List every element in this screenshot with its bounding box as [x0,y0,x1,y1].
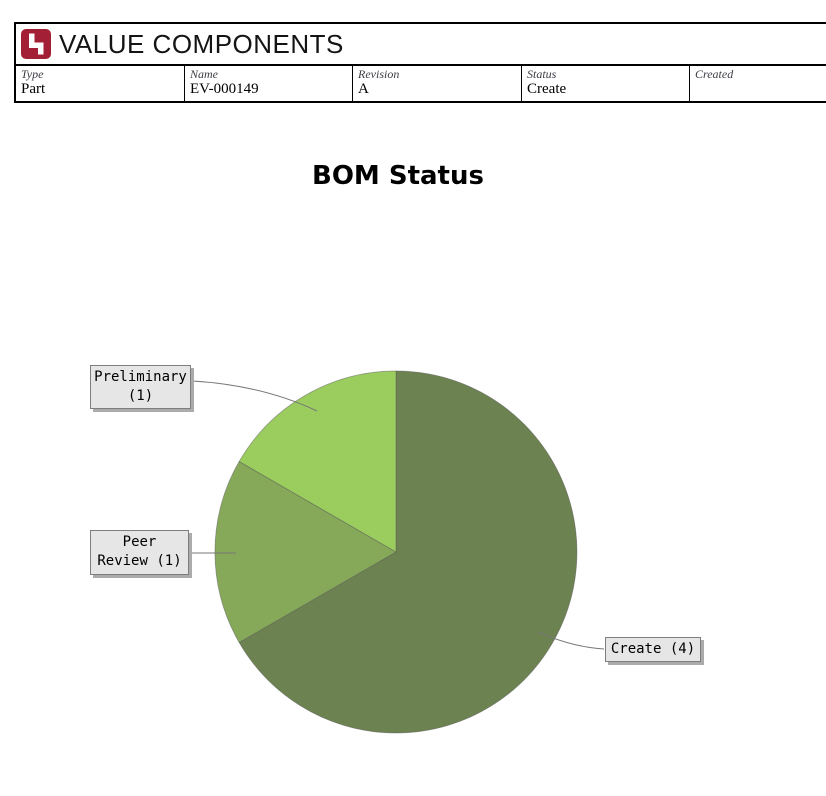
field-revision-label: Revision [358,67,400,81]
field-created-label: Created [695,67,734,81]
brand-logo-icon [21,29,51,59]
field-status: Status Create [522,66,690,101]
leader-lines-group [189,380,605,650]
field-status-value: Create [527,81,567,97]
leader-line-create [537,631,605,650]
field-revision: Revision A [353,66,522,101]
field-name-value: EV-000149 [190,81,259,97]
pie-slice-create[interactable] [238,370,578,734]
pie-label-preliminary: Preliminary (1) [90,365,191,409]
pie-slice-peer-review[interactable] [214,460,397,644]
pie-label-peer-review: Peer Review (1) [90,530,189,575]
pie-label-create: Create (4) [605,637,701,662]
chart-title: BOM Status [312,161,484,191]
field-name: Name EV-000149 [185,66,353,101]
brand-name: VALUE COMPONENTS [59,28,344,59]
field-type: Type Part [16,66,185,101]
field-type-label: Type [21,67,44,81]
pie-slices-group [214,370,578,734]
leader-line-preliminary [191,380,318,412]
item-fields-row: Type Part Name EV-000149 Revision A Stat… [16,66,826,101]
field-name-label: Name [190,67,218,81]
field-type-value: Part [21,81,46,97]
field-status-label: Status [527,67,557,81]
brand-row: VALUE COMPONENTS [16,24,826,66]
field-revision-value: A [358,81,369,97]
header-table: VALUE COMPONENTS Type Part Name EV-00014… [14,22,826,103]
pie-slice-preliminary[interactable] [238,370,397,553]
field-created: Created [690,66,826,101]
